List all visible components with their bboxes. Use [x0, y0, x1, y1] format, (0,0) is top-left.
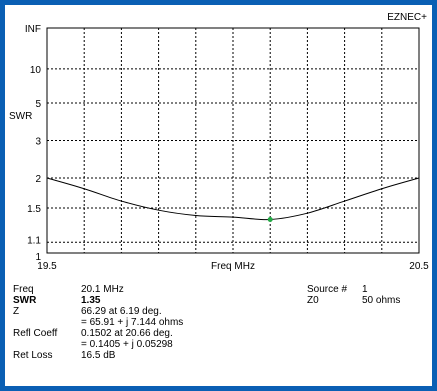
y-tick-label: 1 — [35, 252, 41, 263]
refl-coeff-rect-value: = 0.1405 + j 0.05298 — [81, 339, 173, 350]
freq-label: Freq — [13, 284, 34, 295]
y-tick-label: 1.5 — [27, 204, 41, 215]
z-polar-value: 66.29 at 6.19 deg. — [81, 306, 162, 317]
y-tick-label: 1.1 — [27, 235, 41, 246]
y-tick-labels: INF 10 5 3 2 1.5 1.1 1 — [25, 24, 42, 263]
x-tick-labels: 19.5 20.5 — [37, 261, 429, 272]
y-tick-label: 3 — [35, 137, 41, 148]
y-tick-label: INF — [25, 24, 41, 35]
swr-series-line — [46, 177, 420, 221]
ret-loss-value: 16.5 dB — [81, 350, 116, 361]
swr-label: SWR — [13, 295, 37, 306]
y-axis-label: SWR — [9, 111, 32, 122]
refl-coeff-label: Refl Coeff — [13, 328, 58, 339]
brand-label: EZNEC+ — [387, 12, 427, 23]
source-label: Source # — [307, 284, 348, 295]
y-tick-label: 5 — [35, 99, 41, 110]
z-label: Z — [13, 306, 20, 317]
y-tick-label: 10 — [30, 65, 42, 76]
z-rect-value: = 65.91 + j 7.144 ohms — [81, 317, 184, 328]
z0-value: 50 ohms — [362, 295, 401, 306]
freq-value: 20.1 MHz — [81, 284, 124, 295]
swr-chart: EZNEC+ INF 10 5 3 2 1.5 1.1 1 SWR 19.5 20.5 Freq… — [9, 12, 429, 272]
grid — [47, 28, 419, 253]
y-tick-label: 2 — [35, 174, 41, 185]
source-value: 1 — [362, 284, 368, 295]
plot-frame — [46, 27, 420, 254]
frequency-marker[interactable] — [267, 216, 273, 222]
x-axis-label: Freq MHz — [211, 261, 255, 272]
ret-loss-label: Ret Loss — [13, 350, 53, 361]
x-tick-label: 20.5 — [409, 261, 429, 272]
swr-value: 1.35 — [81, 295, 101, 306]
z0-label: Z0 — [307, 295, 319, 306]
refl-coeff-polar-value: 0.1502 at 20.66 deg. — [81, 328, 173, 339]
eznec-swr-window: EZNEC+ INF 10 5 3 2 1.5 1.1 1 SWR 19.5 20.5 Freq… — [5, 5, 432, 386]
x-tick-label: 19.5 — [37, 261, 57, 272]
